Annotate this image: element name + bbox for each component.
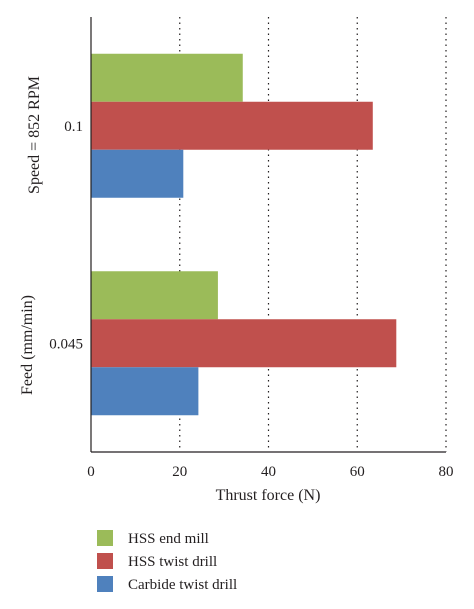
axes [90,17,446,453]
x-tick-label: 20 [172,464,187,480]
x-tick-label: 0 [87,464,95,480]
y-axis-title: Feed (mm/min) [19,295,36,395]
x-tick-label: 80 [439,464,454,480]
bars [91,53,397,416]
x-tick-label: 40 [261,464,276,480]
legend-swatch [97,553,113,569]
legend-label: HSS end mill [128,531,209,547]
category-labels: 0.1 0.045 [49,119,83,353]
category-label: 0.045 [49,336,83,352]
bar [91,319,397,368]
x-tick-label: 60 [350,464,365,480]
speed-annotation: Speed = 852 RPM [26,76,43,194]
legend-label: HSS twist drill [128,554,217,570]
x-axis-title: Thrust force (N) [216,487,321,504]
legend-swatch [97,576,113,592]
bar [91,271,218,320]
legend: HSS end mill HSS twist drill Carbide twist… [97,530,237,593]
bar [91,53,243,102]
bar [91,149,184,198]
legend-swatch [97,530,113,546]
bar [91,101,373,150]
legend-label: Carbide twist drill [128,577,237,593]
x-tick-labels: 0 20 40 60 80 [87,464,453,480]
category-label: 0.1 [64,119,83,135]
bar [91,367,199,416]
